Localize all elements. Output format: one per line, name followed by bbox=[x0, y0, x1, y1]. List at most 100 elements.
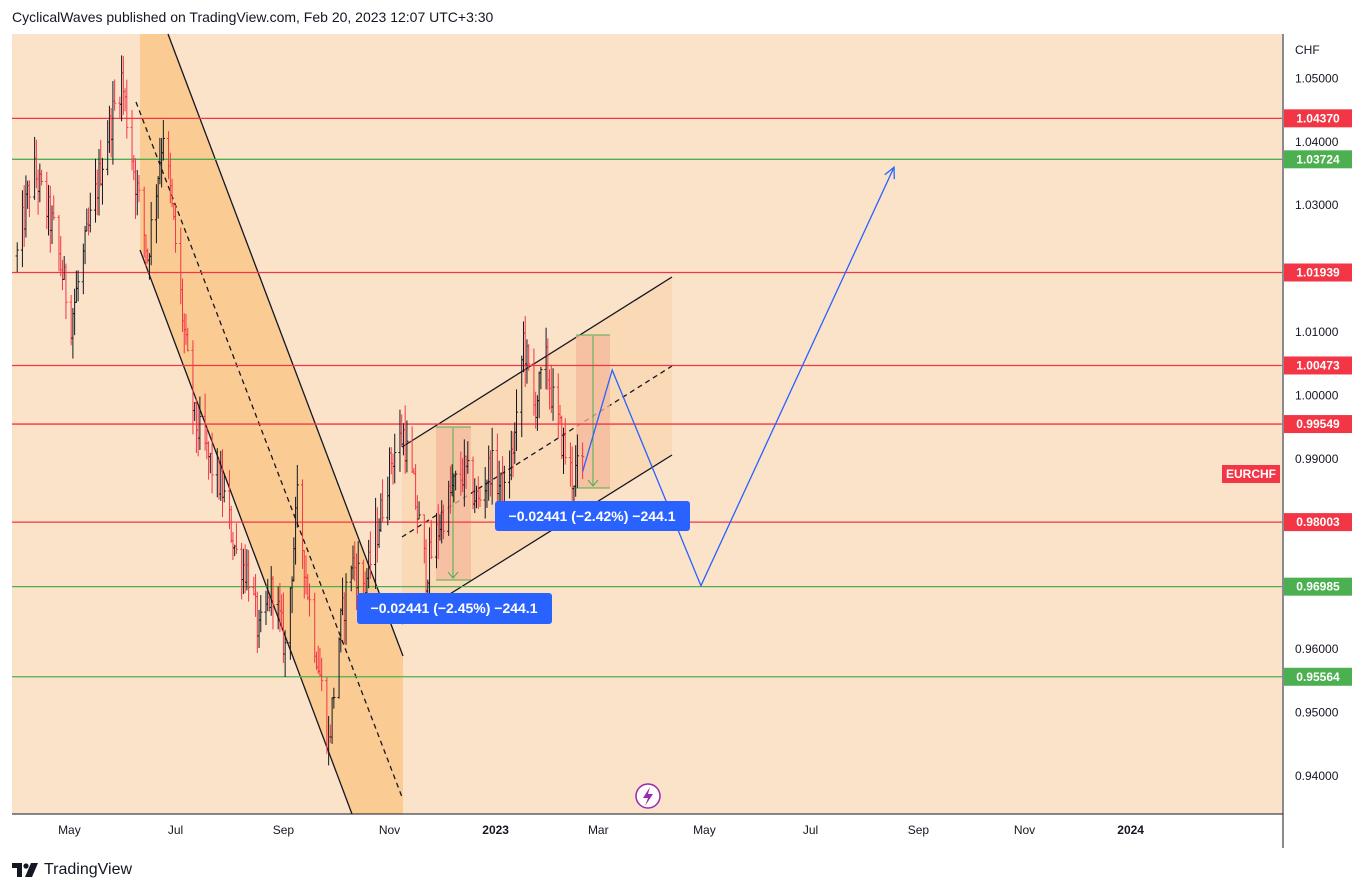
time-axis-ticks: May Jul Sep Nov 2023 Mar May Jul Sep Nov 2024 bbox=[58, 823, 1144, 837]
ohlc-bar bbox=[125, 79, 129, 139]
measure-rect-2 bbox=[576, 334, 610, 489]
level-tag bbox=[1284, 356, 1352, 375]
ohlc-bar bbox=[527, 344, 531, 371]
descending-channel-midline bbox=[135, 101, 403, 798]
ohlc-bar bbox=[100, 157, 105, 205]
level-tag-label: 0.95564 bbox=[1296, 670, 1340, 684]
price-axis-ticks: 1.05000 1.04000 1.03000 1.01000 1.00000 0.990… bbox=[1295, 71, 1339, 783]
time-tick-label: Nov bbox=[379, 823, 400, 837]
price-tick-label: 0.96000 bbox=[1295, 642, 1339, 656]
ohlc-bar bbox=[113, 79, 117, 111]
time-tick-label: Sep bbox=[908, 823, 930, 837]
ohlc-bar bbox=[344, 573, 348, 645]
descending-channel-lower-line bbox=[139, 249, 353, 815]
ohlc-bar bbox=[64, 263, 68, 320]
ohlc-bar bbox=[76, 270, 80, 302]
projection-path bbox=[582, 166, 895, 588]
tradingview-logo-icon bbox=[12, 863, 38, 877]
ohlc-bar bbox=[283, 630, 287, 677]
level-tag-label: 1.00473 bbox=[1296, 358, 1340, 372]
ohlc-bar bbox=[295, 464, 299, 528]
level-tag bbox=[1284, 263, 1352, 282]
ohlc-bar bbox=[161, 119, 165, 161]
ohlc-bar bbox=[441, 504, 446, 540]
price-axis[interactable]: CHF 1.05000 1.04000 1.03000 1.01000 1.00000 0… bbox=[1282, 34, 1353, 848]
time-axis[interactable]: May Jul Sep Nov 2023 Mar May Jul Sep Nov 2024 bbox=[12, 813, 1283, 848]
ohlc-bar bbox=[149, 201, 153, 266]
price-tick-label: 1.04000 bbox=[1295, 135, 1339, 149]
ohlc-bar bbox=[575, 434, 580, 488]
ohlc-bar bbox=[380, 479, 385, 523]
ohlc-bar bbox=[137, 174, 141, 203]
time-tick-label: Mar bbox=[588, 823, 609, 837]
ohlc-bar bbox=[356, 541, 360, 597]
price-tick-label: 0.95000 bbox=[1295, 706, 1339, 720]
measurement-label-1-text: −0.02441 (−2.45%) −244.1 bbox=[371, 600, 538, 616]
time-tick-label: 2024 bbox=[1117, 823, 1144, 837]
lightning-icon[interactable] bbox=[635, 783, 661, 809]
publish-header: CyclicalWaves published on TradingView.c… bbox=[12, 9, 494, 25]
time-tick-label: Jul bbox=[168, 823, 183, 837]
time-tick-label: Sep bbox=[273, 823, 295, 837]
ohlc-bar bbox=[259, 595, 263, 633]
ohlc-bar bbox=[405, 420, 409, 473]
ohlc-bar bbox=[551, 368, 555, 421]
ohlc-bar bbox=[173, 204, 178, 253]
ohlc-bar bbox=[581, 442, 585, 480]
ohlc-bar bbox=[429, 519, 433, 559]
ohlc-bar bbox=[490, 427, 494, 505]
level-tag bbox=[1284, 150, 1352, 169]
measurement-label-2-text: −0.02441 (−2.42%) −244.1 bbox=[509, 508, 676, 524]
ohlc-bar bbox=[539, 366, 543, 390]
ohlc-bar bbox=[271, 576, 275, 630]
ohlc-bar bbox=[88, 192, 92, 233]
ohlc-bar bbox=[222, 473, 226, 503]
ohlc-bar bbox=[466, 441, 470, 474]
projection-arrowhead bbox=[884, 165, 895, 180]
level-tag-label: 1.03724 bbox=[1296, 152, 1340, 166]
ohlc-bar bbox=[247, 550, 251, 602]
ohlc-bar bbox=[39, 169, 44, 186]
ohlc-bar bbox=[368, 531, 372, 579]
price-tick-label: 0.94000 bbox=[1295, 769, 1339, 783]
ohlc-bar bbox=[27, 180, 31, 218]
ohlc-bar bbox=[320, 657, 324, 692]
price-tick-label: 0.99000 bbox=[1295, 452, 1339, 466]
ohlc-bar bbox=[210, 432, 214, 494]
time-tick-label: Nov bbox=[1014, 823, 1035, 837]
ohlc-bar bbox=[563, 418, 567, 465]
measurement-label-1[interactable]: −0.02441 (−2.45%) −244.1 bbox=[357, 593, 552, 624]
level-tag bbox=[1284, 667, 1352, 686]
tradingview-logo[interactable]: TradingView bbox=[12, 861, 132, 879]
price-axis-currency: CHF bbox=[1295, 43, 1320, 57]
ohlc-bar bbox=[234, 523, 239, 554]
price-tick-label: 1.03000 bbox=[1295, 198, 1339, 212]
ohlc-bar bbox=[417, 501, 421, 520]
price-tick-label: 1.01000 bbox=[1295, 325, 1339, 339]
level-tag-label: 0.96985 bbox=[1296, 580, 1340, 594]
ohlc-bar bbox=[186, 327, 190, 352]
level-tag-label: 0.99549 bbox=[1296, 417, 1340, 431]
ohlc-bar bbox=[52, 195, 56, 221]
time-tick-label: Jul bbox=[803, 823, 818, 837]
ohlc-bar bbox=[307, 583, 312, 617]
ohlc-bar bbox=[332, 687, 336, 709]
ohlc-bars bbox=[15, 55, 585, 766]
price-tick-label: 1.00000 bbox=[1295, 388, 1339, 402]
symbol-tag: EURCHF bbox=[1222, 465, 1280, 483]
symbol-tag-text: EURCHF bbox=[1226, 467, 1276, 481]
ohlc-bar bbox=[454, 470, 458, 491]
level-tag-label: 1.01939 bbox=[1296, 266, 1340, 280]
time-tick-label: 2023 bbox=[482, 823, 509, 837]
level-tag-label: 1.04370 bbox=[1296, 111, 1340, 125]
measurement-label-2[interactable]: −0.02441 (−2.42%) −244.1 bbox=[495, 501, 690, 531]
tradingview-logo-text: TradingView bbox=[44, 861, 133, 878]
descending-channel-upper-line bbox=[167, 33, 404, 657]
price-level-tags: 1.04370 1.03724 1.01939 1.00473 0.99549 0.980… bbox=[1284, 109, 1352, 686]
ohlc-bar bbox=[478, 487, 482, 508]
ohlc-bar bbox=[15, 242, 19, 272]
level-tag bbox=[1284, 109, 1352, 128]
level-tag bbox=[1284, 415, 1352, 434]
ohlc-bar bbox=[198, 396, 202, 450]
